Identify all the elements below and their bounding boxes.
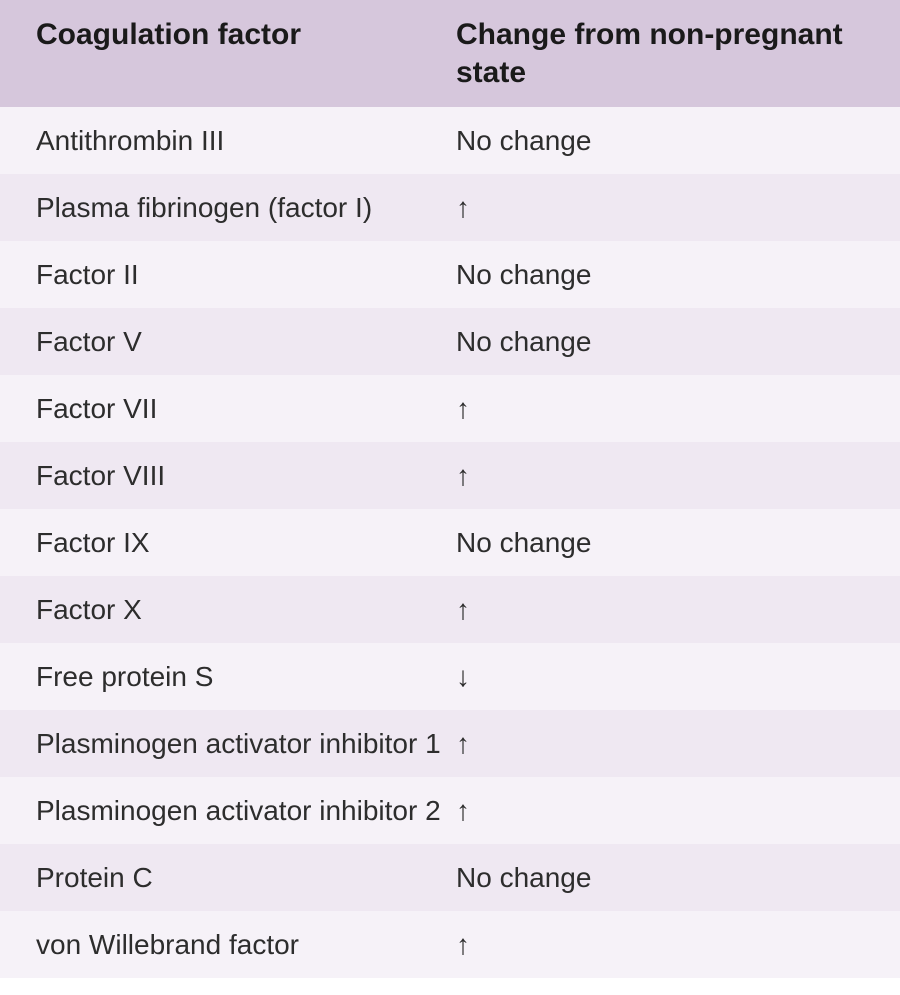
table-row: Plasminogen activator inhibitor 1↑ [0, 710, 900, 777]
cell-factor: Plasminogen activator inhibitor 2 [36, 793, 456, 828]
coagulation-table: Coagulation factor Change from non-pregn… [0, 0, 900, 978]
table-row: Free protein S↓ [0, 643, 900, 710]
cell-change: No change [456, 525, 872, 560]
arrow-up-icon: ↑ [456, 797, 470, 825]
cell-factor: Plasma fibrinogen (factor I) [36, 190, 456, 225]
arrow-up-icon: ↑ [456, 730, 470, 758]
table-header-change: Change from non-pregnant state [456, 16, 872, 91]
cell-change: No change [456, 860, 872, 895]
cell-factor: Factor X [36, 592, 456, 627]
cell-change: ↑ [456, 726, 872, 761]
cell-change: No change [456, 257, 872, 292]
table-row: Plasminogen activator inhibitor 2↑ [0, 777, 900, 844]
cell-change: ↑ [456, 391, 872, 426]
cell-factor: Factor V [36, 324, 456, 359]
table-row: Antithrombin IIINo change [0, 107, 900, 174]
table-row: Factor VNo change [0, 308, 900, 375]
cell-factor: Factor VII [36, 391, 456, 426]
table-row: Factor IXNo change [0, 509, 900, 576]
cell-factor: Factor II [36, 257, 456, 292]
table-body: Antithrombin IIINo changePlasma fibrinog… [0, 107, 900, 978]
table-row: Factor VIII↑ [0, 442, 900, 509]
table-row: Factor IINo change [0, 241, 900, 308]
cell-change: ↓ [456, 659, 872, 694]
arrow-up-icon: ↑ [456, 194, 470, 222]
cell-factor: Free protein S [36, 659, 456, 694]
cell-change: ↑ [456, 190, 872, 225]
table-header-factor: Coagulation factor [36, 16, 456, 54]
table-row: Protein CNo change [0, 844, 900, 911]
cell-factor: Factor IX [36, 525, 456, 560]
cell-change: ↑ [456, 793, 872, 828]
arrow-up-icon: ↑ [456, 462, 470, 490]
arrow-up-icon: ↑ [456, 931, 470, 959]
arrow-down-icon: ↓ [456, 663, 470, 691]
cell-factor: Factor VIII [36, 458, 456, 493]
cell-change: ↑ [456, 927, 872, 962]
cell-change: No change [456, 324, 872, 359]
table-header-row: Coagulation factor Change from non-pregn… [0, 0, 900, 107]
table-row: Plasma fibrinogen (factor I)↑ [0, 174, 900, 241]
arrow-up-icon: ↑ [456, 395, 470, 423]
cell-change: ↑ [456, 592, 872, 627]
table-row: von Willebrand factor↑ [0, 911, 900, 978]
arrow-up-icon: ↑ [456, 596, 470, 624]
cell-factor: von Willebrand factor [36, 927, 456, 962]
cell-factor: Plasminogen activator inhibitor 1 [36, 726, 456, 761]
cell-change: ↑ [456, 458, 872, 493]
cell-factor: Protein C [36, 860, 456, 895]
cell-factor: Antithrombin III [36, 123, 456, 158]
table-row: Factor X↑ [0, 576, 900, 643]
cell-change: No change [456, 123, 872, 158]
table-row: Factor VII↑ [0, 375, 900, 442]
